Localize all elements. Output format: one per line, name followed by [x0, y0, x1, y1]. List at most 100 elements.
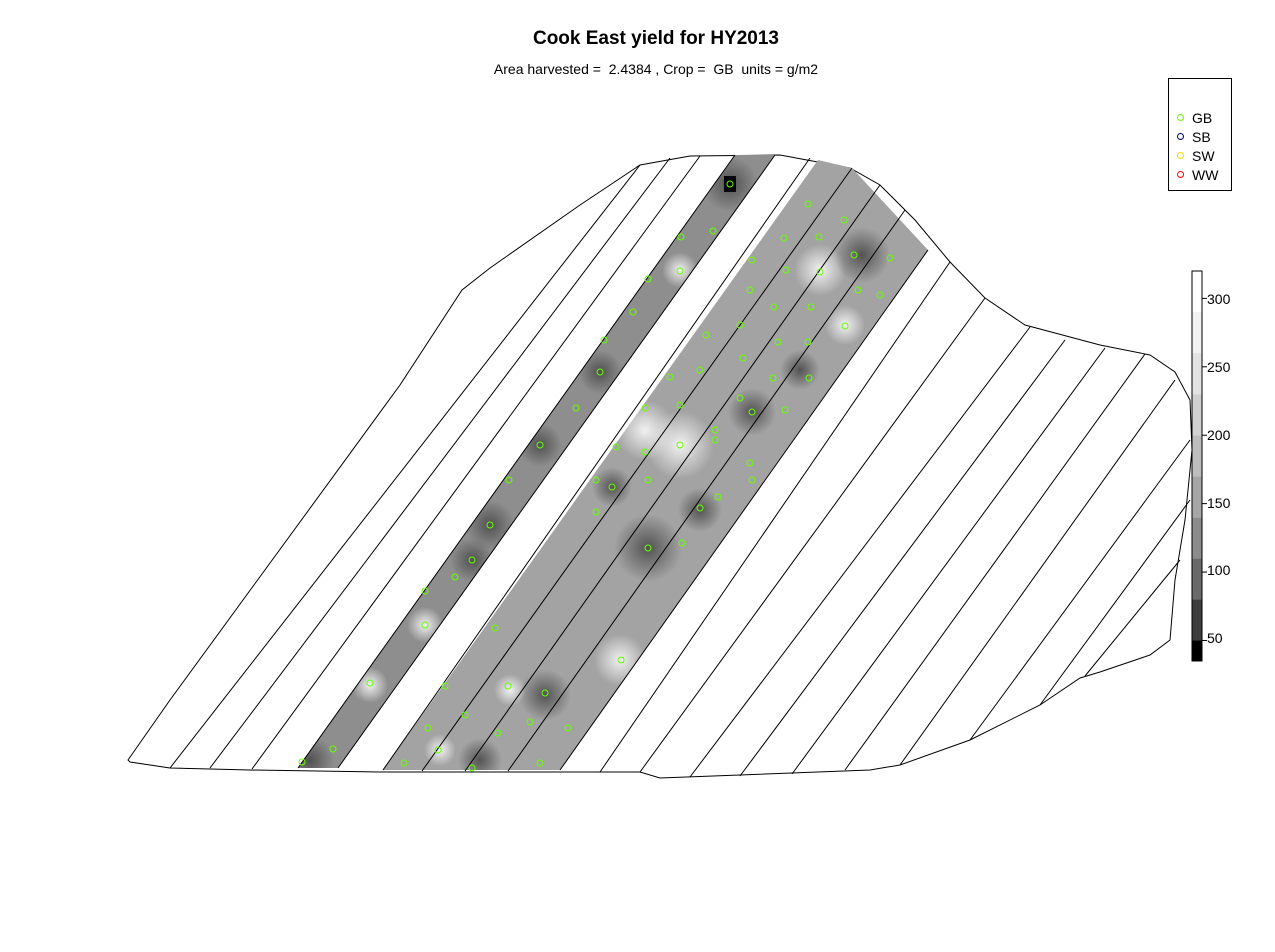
- colorbar-band: [1192, 558, 1202, 600]
- sample-point: [641, 448, 649, 456]
- sample-point: [748, 408, 756, 416]
- legend-sw-marker-icon: [1177, 152, 1184, 159]
- sample-point: [739, 354, 747, 362]
- legend-sb-label: SB: [1192, 128, 1211, 145]
- sample-point: [876, 291, 884, 299]
- sample-point: [711, 426, 719, 434]
- sample-point: [696, 366, 704, 374]
- sample-point: [421, 621, 429, 629]
- colorbar-tick-50: 50: [1207, 630, 1223, 646]
- sample-point: [572, 404, 580, 412]
- sample-point: [526, 718, 534, 726]
- sample-point: [298, 758, 306, 766]
- min-yield-cell: [724, 176, 736, 192]
- sample-point: [505, 476, 513, 484]
- colorbar-tick-150: 150: [1207, 495, 1231, 511]
- legend-gb-marker-icon: [1177, 114, 1184, 121]
- sample-point: [491, 624, 499, 632]
- sample-point: [736, 394, 744, 402]
- colorbar-band: [1192, 476, 1202, 518]
- sample-point: [641, 404, 649, 412]
- sample-point: [617, 656, 625, 664]
- sample-point: [769, 374, 777, 382]
- legend-gb-label: GB: [1192, 109, 1213, 126]
- sample-point: [746, 286, 754, 294]
- sample-point: [400, 759, 408, 767]
- sample-point: [886, 254, 894, 262]
- legend-ww-label: WW: [1192, 166, 1219, 183]
- sample-point: [774, 338, 782, 346]
- sample-point: [676, 401, 684, 409]
- sample-point: [696, 504, 704, 512]
- sample-point: [644, 476, 652, 484]
- sample-point: [815, 233, 823, 241]
- sample-point: [807, 303, 815, 311]
- colorbar-tick-100: 100: [1207, 562, 1231, 578]
- sample-point: [451, 573, 459, 581]
- sample-point: [841, 322, 849, 330]
- sample-point: [366, 679, 374, 687]
- sample-point: [644, 275, 652, 283]
- sample-point: [329, 745, 337, 753]
- sample-point: [711, 436, 719, 444]
- sample-point: [666, 373, 674, 381]
- colorbar-band: [1192, 312, 1202, 354]
- crop-legend: GB SB SW WW: [1168, 78, 1232, 191]
- sample-point: [612, 443, 620, 451]
- sample-point: [541, 689, 549, 697]
- sample-point: [678, 539, 686, 547]
- colorbar-tick-200: 200: [1207, 427, 1231, 443]
- sample-point: [850, 251, 858, 259]
- colorbar-tick-250: 250: [1207, 359, 1231, 375]
- map-subtitle: Area harvested = 2.4384 , Crop = GB unit…: [493, 61, 819, 77]
- sample-point: [805, 374, 813, 382]
- colorbar-frame: [1191, 270, 1203, 662]
- sample-point: [840, 216, 848, 224]
- legend-item-gb: GB: [1177, 108, 1212, 127]
- colorbar-band: [1192, 271, 1202, 313]
- sample-point: [780, 234, 788, 242]
- colorbar-band: [1192, 394, 1202, 436]
- sample-point: [421, 587, 429, 595]
- strip-lines: [169, 154, 1191, 778]
- sample-point: [592, 508, 600, 516]
- sample-point: [804, 338, 812, 346]
- sample-point: [782, 266, 790, 274]
- sample-point: [468, 764, 476, 772]
- sample-point: [677, 233, 685, 241]
- sample-point: [629, 308, 637, 316]
- sample-point: [600, 336, 608, 344]
- sample-point: [676, 267, 684, 275]
- colorbar-band: [1192, 353, 1202, 395]
- sample-point: [596, 368, 604, 376]
- legend-sw-label: SW: [1192, 147, 1215, 164]
- sample-point: [486, 521, 494, 529]
- sample-point: [676, 441, 684, 449]
- sample-point: [781, 406, 789, 414]
- legend-item-ww: WW: [1177, 165, 1218, 184]
- sample-point: [748, 476, 756, 484]
- colorbar: [1191, 270, 1207, 662]
- colorbar-band: [1192, 435, 1202, 477]
- sample-point: [536, 759, 544, 767]
- colorbar-band: [1192, 517, 1202, 559]
- sample-point: [468, 556, 476, 564]
- sample-point: [536, 441, 544, 449]
- colorbar-band: [1192, 599, 1202, 641]
- colorbar-band: [1192, 640, 1202, 661]
- sample-point: [709, 227, 717, 235]
- legend-item-sw: SW: [1177, 146, 1215, 165]
- sample-point: [714, 493, 722, 501]
- sample-point: [804, 200, 812, 208]
- sample-point: [816, 268, 824, 276]
- sample-point: [854, 286, 862, 294]
- legend-ww-marker-icon: [1177, 171, 1184, 178]
- sample-point: [746, 459, 754, 467]
- sample-point: [424, 724, 432, 732]
- sample-point: [504, 682, 512, 690]
- legend-sb-marker-icon: [1177, 133, 1184, 140]
- sample-point: [441, 682, 449, 690]
- sample-point: [564, 724, 572, 732]
- sample-point: [461, 711, 469, 719]
